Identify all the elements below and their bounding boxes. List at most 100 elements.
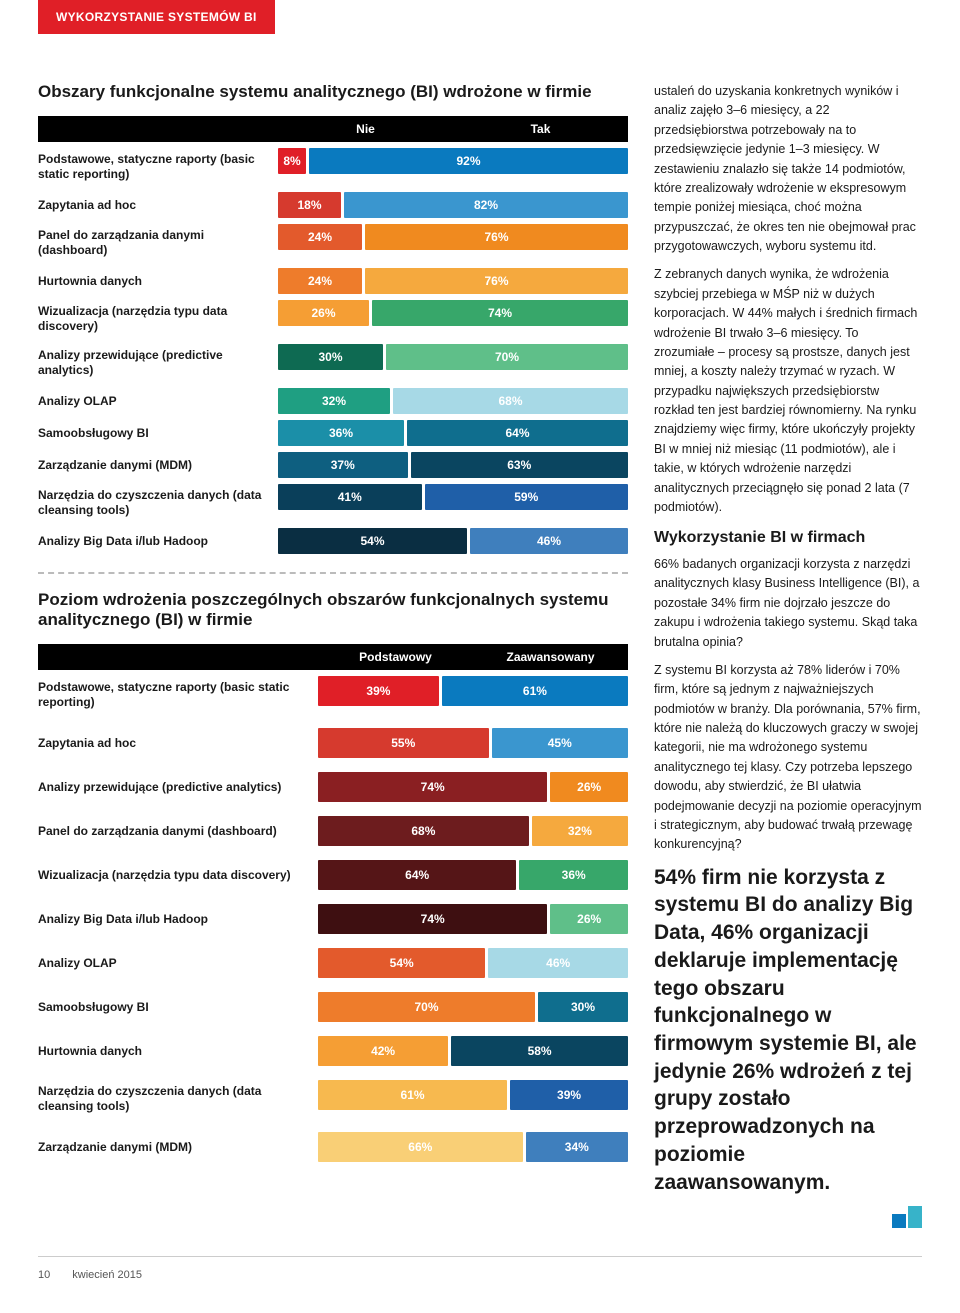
bar-segment-a: 68% xyxy=(318,816,529,846)
bar-segment-a: 39% xyxy=(318,676,439,706)
bar-segment-b: 64% xyxy=(407,420,628,446)
row-label: Podstawowe, statyczne raporty (basic sta… xyxy=(38,676,318,714)
table2-header-row: Podstawowy Zaawansowany xyxy=(38,644,628,670)
table-row: Analizy OLAP32%68% xyxy=(38,388,628,414)
bar-segment-b: 26% xyxy=(550,904,628,934)
bar-segment-a: 41% xyxy=(278,484,422,510)
row-label: Analizy Big Data i/lub Hadoop xyxy=(38,904,318,934)
table-row: Zarządzanie danymi (MDM)66%34% xyxy=(38,1132,628,1162)
table-row: Zapytania ad hoc18%82% xyxy=(38,192,628,218)
table-row: Hurtownia danych24%76% xyxy=(38,268,628,294)
row-label: Zarządzanie danymi (MDM) xyxy=(38,452,278,478)
article-p3: 66% badanych organizacji korzysta z narz… xyxy=(654,555,922,652)
bar-segment-a: 36% xyxy=(278,420,404,446)
bar-segment-a: 74% xyxy=(318,904,547,934)
row-label: Wizualizacja (narzędzia typu data discov… xyxy=(38,860,318,890)
table-row: Samoobsługowy BI36%64% xyxy=(38,420,628,446)
table1-header-b: Tak xyxy=(453,116,628,142)
bar-segment-b: 36% xyxy=(519,860,628,890)
bar-segment-b: 46% xyxy=(470,528,628,554)
row-label: Analizy przewidujące (predictive analyti… xyxy=(38,344,278,382)
bar-segment-a: 8% xyxy=(278,148,306,174)
bar-segment-a: 64% xyxy=(318,860,516,890)
row-label: Hurtownia danych xyxy=(38,1036,318,1066)
article-column: ustaleń do uzyskania konkretnych wyników… xyxy=(654,82,922,1228)
bar-segment-b: 61% xyxy=(442,676,628,706)
dashed-divider xyxy=(38,572,628,574)
bar-segment-b: 82% xyxy=(344,192,628,218)
table-row: Podstawowe, statyczne raporty (basic sta… xyxy=(38,676,628,714)
table-row: Narzędzia do czyszczenia danych (data cl… xyxy=(38,484,628,522)
table-row: Analizy OLAP54%46% xyxy=(38,948,628,978)
bar-segment-b: 39% xyxy=(510,1080,628,1110)
table1-header-a: Nie xyxy=(278,116,453,142)
row-label: Analizy OLAP xyxy=(38,388,278,414)
bar-segment-a: 42% xyxy=(318,1036,448,1066)
table-row: Analizy przewidujące (predictive analyti… xyxy=(38,772,628,802)
table-row: Analizy Big Data i/lub Hadoop74%26% xyxy=(38,904,628,934)
article-p1: ustaleń do uzyskania konkretnych wyników… xyxy=(654,82,922,256)
article-p4: Z systemu BI korzysta aż 78% liderów i 7… xyxy=(654,661,922,855)
table2-header-a: Podstawowy xyxy=(318,644,473,670)
row-label: Panel do zarządzania danymi (dashboard) xyxy=(38,816,318,846)
charts-column: Obszary funkcjonalne systemu analityczne… xyxy=(38,82,628,1228)
bar-segment-a: 30% xyxy=(278,344,383,370)
row-label: Narzędzia do czyszczenia danych (data cl… xyxy=(38,1080,318,1118)
table-row: Analizy przewidujące (predictive analyti… xyxy=(38,344,628,382)
bar-segment-a: 61% xyxy=(318,1080,507,1110)
row-label: Wizualizacja (narzędzia typu data discov… xyxy=(38,300,278,338)
row-label: Samoobsługowy BI xyxy=(38,420,278,446)
table-row: Zarządzanie danymi (MDM)37%63% xyxy=(38,452,628,478)
table2-header-b: Zaawansowany xyxy=(473,644,628,670)
table-row: Wizualizacja (narzędzia typu data discov… xyxy=(38,300,628,338)
bar-segment-b: 74% xyxy=(372,300,628,326)
bar-segment-a: 74% xyxy=(318,772,547,802)
row-label: Podstawowe, statyczne raporty (basic sta… xyxy=(38,148,278,186)
bar-segment-a: 66% xyxy=(318,1132,523,1162)
bar-segment-a: 24% xyxy=(278,268,362,294)
table-row: Narzędzia do czyszczenia danych (data cl… xyxy=(38,1080,628,1118)
bar-segment-a: 37% xyxy=(278,452,408,478)
row-label: Analizy przewidujące (predictive analyti… xyxy=(38,772,318,802)
logo-mark xyxy=(890,1206,922,1228)
row-label: Hurtownia danych xyxy=(38,268,278,294)
bar-segment-a: 55% xyxy=(318,728,489,758)
bar-segment-b: 59% xyxy=(425,484,629,510)
row-label: Panel do zarządzania danymi (dashboard) xyxy=(38,224,278,262)
footer-date: kwiecień 2015 xyxy=(72,1269,142,1281)
table-row: Hurtownia danych42%58% xyxy=(38,1036,628,1066)
bar-segment-b: 34% xyxy=(526,1132,628,1162)
table-row: Panel do zarządzania danymi (dashboard)2… xyxy=(38,224,628,262)
bar-segment-a: 18% xyxy=(278,192,341,218)
row-label: Zapytania ad hoc xyxy=(38,192,278,218)
row-label: Analizy Big Data i/lub Hadoop xyxy=(38,528,278,554)
bar-segment-a: 32% xyxy=(278,388,390,414)
bar-segment-a: 54% xyxy=(278,528,467,554)
row-label: Narzędzia do czyszczenia danych (data cl… xyxy=(38,484,278,522)
bar-segment-b: 32% xyxy=(532,816,628,846)
table-row: Samoobsługowy BI70%30% xyxy=(38,992,628,1022)
bar-segment-b: 70% xyxy=(386,344,628,370)
row-label: Zapytania ad hoc xyxy=(38,728,318,758)
table-row: Wizualizacja (narzędzia typu data discov… xyxy=(38,860,628,890)
bar-segment-b: 26% xyxy=(550,772,628,802)
bar-segment-b: 46% xyxy=(488,948,628,978)
bar-segment-a: 24% xyxy=(278,224,362,250)
page-number: 10 xyxy=(38,1269,50,1281)
bar-segment-b: 76% xyxy=(365,224,628,250)
bar-segment-b: 30% xyxy=(538,992,628,1022)
row-label: Analizy OLAP xyxy=(38,948,318,978)
table1-title: Obszary funkcjonalne systemu analityczne… xyxy=(38,82,628,102)
article-heading: Wykorzystanie BI w firmach xyxy=(654,526,922,551)
bar-segment-b: 68% xyxy=(393,388,628,414)
table-row: Analizy Big Data i/lub Hadoop54%46% xyxy=(38,528,628,554)
bar-segment-b: 63% xyxy=(411,452,629,478)
row-label: Zarządzanie danymi (MDM) xyxy=(38,1132,318,1162)
bar-segment-a: 54% xyxy=(318,948,485,978)
section-tab: WYKORZYSTANIE SYSTEMÓW BI xyxy=(38,0,275,34)
page-footer: 10 kwiecień 2015 xyxy=(38,1256,922,1281)
bar-segment-b: 92% xyxy=(309,148,628,174)
table-row: Podstawowe, statyczne raporty (basic sta… xyxy=(38,148,628,186)
bar-segment-b: 76% xyxy=(365,268,628,294)
bar-segment-b: 58% xyxy=(451,1036,628,1066)
